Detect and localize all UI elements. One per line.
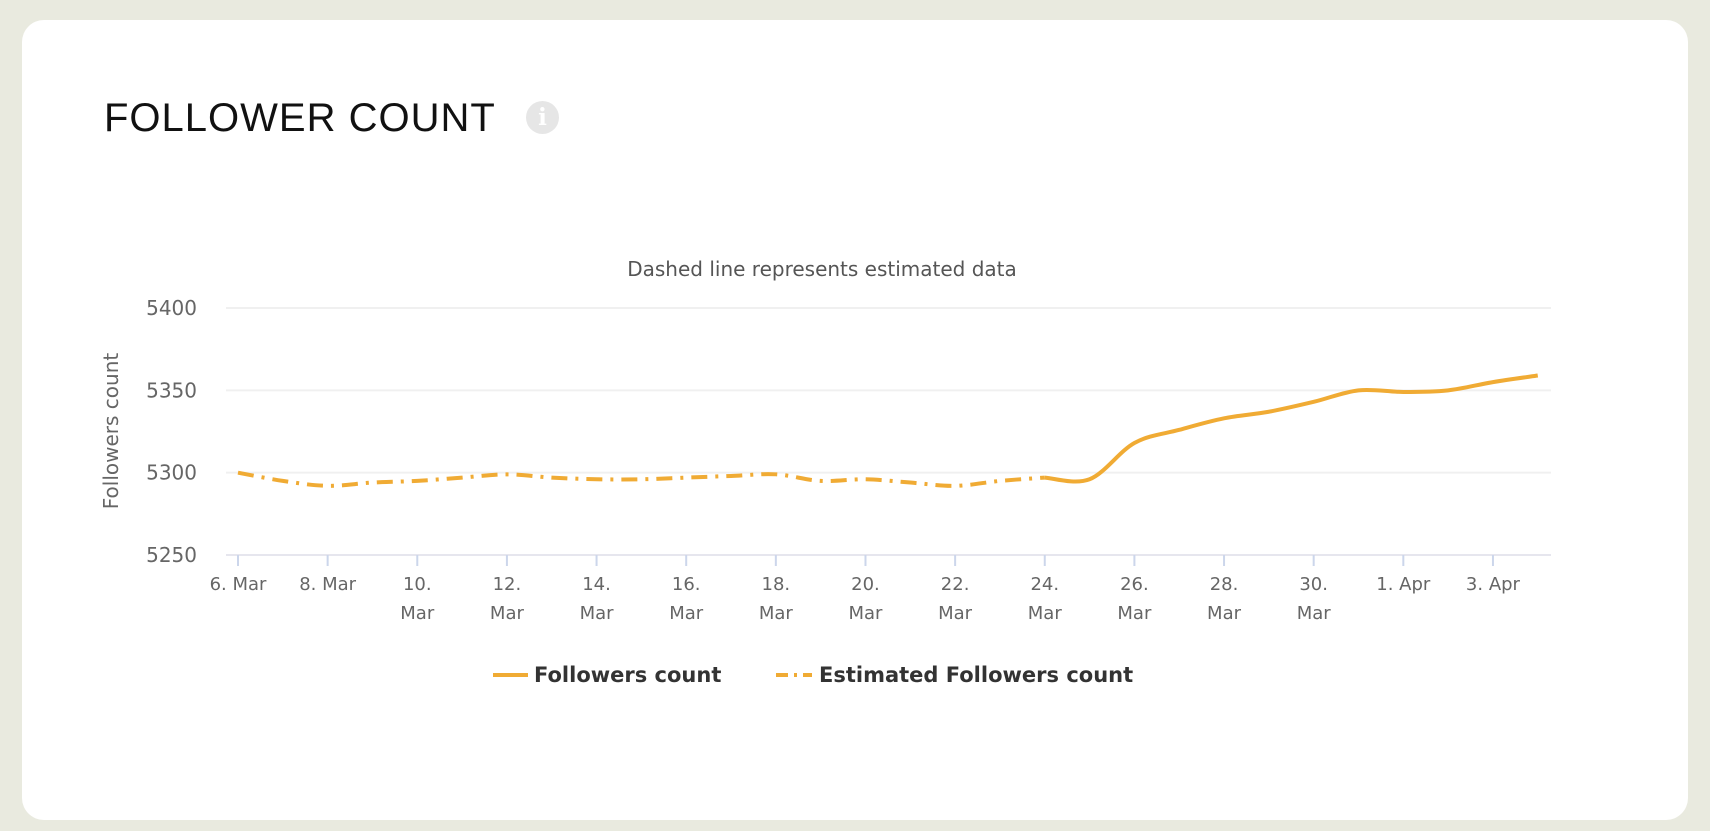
- y-tick-label: 5350: [146, 378, 197, 402]
- y-tick-label: 5250: [146, 543, 197, 567]
- x-tick-label: 18.: [762, 574, 791, 595]
- x-tick-label-month: Mar: [848, 603, 883, 624]
- x-tick-label: 3. Apr: [1466, 574, 1521, 595]
- y-tick-label: 5300: [146, 461, 197, 485]
- x-tick-label-month: Mar: [759, 603, 794, 624]
- x-tick-label-month: Mar: [580, 603, 615, 624]
- x-tick-label: 20.: [851, 574, 880, 595]
- x-tick-label: 6. Mar: [210, 574, 267, 595]
- card-title: FOLLOWER COUNT: [104, 96, 496, 140]
- x-tick-label-month: Mar: [1297, 603, 1332, 624]
- legend-item-estimated[interactable]: Estimated Followers count: [776, 663, 1133, 687]
- followers-count-line: [1044, 373, 1539, 484]
- legend-label-followers: Followers count: [534, 663, 721, 687]
- x-tick-label: 22.: [941, 574, 970, 595]
- legend: Followers count Estimated Followers coun…: [493, 663, 1133, 687]
- x-tick-label: 12.: [493, 574, 522, 595]
- follower-count-card: [22, 20, 1688, 820]
- x-tick-label: 30.: [1299, 574, 1328, 595]
- x-tick-label-month: Mar: [490, 603, 525, 624]
- info-icon[interactable]: i: [526, 101, 559, 134]
- x-tick-label-month: Mar: [1117, 603, 1152, 624]
- x-tick-label-month: Mar: [1028, 603, 1063, 624]
- x-tick-label: 1. Apr: [1376, 574, 1431, 595]
- estimated-followers-line: [237, 470, 1045, 488]
- x-tick-label: 26.: [1120, 574, 1149, 595]
- y-tick-label: 5400: [146, 296, 197, 320]
- x-tick-label: 14.: [582, 574, 611, 595]
- x-tick-label-month: Mar: [938, 603, 973, 624]
- x-tick-label: 16.: [672, 574, 701, 595]
- legend-item-followers[interactable]: Followers count: [493, 663, 721, 687]
- x-tick-label-month: Mar: [669, 603, 704, 624]
- x-tick-label-month: Mar: [400, 603, 435, 624]
- chart-subtitle: Dashed line represents estimated data: [627, 257, 1017, 281]
- x-tick-label: 28.: [1210, 574, 1239, 595]
- x-tick-label-month: Mar: [1207, 603, 1242, 624]
- x-tick-label: 24.: [1030, 574, 1059, 595]
- legend-label-estimated: Estimated Followers count: [819, 663, 1133, 687]
- x-tick-label: 8. Mar: [299, 574, 356, 595]
- y-axis-title: Followers count: [99, 353, 123, 510]
- x-tick-label: 10.: [403, 574, 432, 595]
